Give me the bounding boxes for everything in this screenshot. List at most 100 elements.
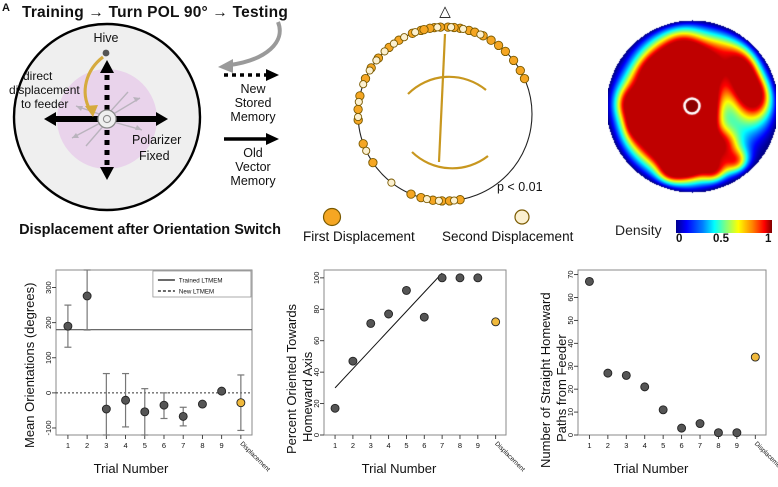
circular-point-second — [411, 28, 420, 37]
circular-point-second — [433, 23, 442, 32]
cc-plot-xtick: 3 — [624, 441, 628, 450]
ca-plot-error-bar — [102, 372, 110, 436]
density-heatmap-canvas — [608, 8, 776, 213]
chart-straight-paths: 0 10 20 30 40 50 60 70 1 2 3 4 5 6 7 8 9 Displacement Num… — [524, 256, 778, 487]
cb-plot-xtick-displacement: Displacement — [493, 440, 526, 473]
colorbar-tick-0: 0 — [676, 233, 683, 245]
cc-plot-xtick: 4 — [643, 441, 647, 450]
mean-vector — [407, 33, 489, 170]
cc-plot-ytick: 0 — [566, 433, 575, 437]
ca-plot-ytick: 0 — [44, 391, 53, 395]
hive-dot — [102, 49, 110, 57]
ca-plot-data-point — [197, 399, 207, 409]
cc-plot-data-point — [750, 352, 760, 362]
circular-point-second — [380, 47, 389, 56]
cb-plot-xtick: 9 — [476, 441, 480, 450]
ca-plot-data-point — [236, 398, 246, 408]
cb-plot-data-point — [348, 356, 358, 366]
ca-plot-data-point — [140, 407, 150, 417]
circular-point-first — [508, 55, 519, 66]
cb-plot-ytick: 40 — [312, 368, 321, 376]
dotted-arrow-icon — [224, 69, 279, 81]
hive-label: Hive — [93, 31, 118, 45]
cb-plot-ytick: 0 — [312, 433, 321, 437]
cc-plot-data-point — [621, 370, 631, 380]
circular-point-first — [419, 24, 429, 35]
cc-plot-data-point — [677, 423, 687, 433]
cc-plot-ytick: 20 — [566, 385, 575, 393]
ca-plot-xtick: 1 — [66, 441, 70, 450]
old-memory-label: Old Vector Memory — [230, 146, 276, 188]
cc-plot-xtick: 6 — [679, 441, 683, 450]
cb-plot-data-point — [437, 273, 447, 283]
ca-plot-data-point — [159, 400, 169, 410]
cb-plot-data-point — [419, 312, 429, 322]
circular-point-first — [358, 139, 368, 149]
legend-label-second-displacement: Second Displacement — [442, 229, 574, 244]
circular-point-second — [422, 195, 431, 204]
ca-plot-legend-box — [152, 270, 252, 298]
ca-plot-legend-label: Trained LTMEM — [179, 278, 223, 285]
circular-point-second — [447, 23, 456, 32]
cc-plot-ytick: 60 — [566, 293, 575, 301]
polarizer-label: Polarizer — [132, 133, 181, 147]
svg-text:to feeder: to feeder — [21, 97, 68, 111]
cb-plot-data-point — [384, 309, 394, 319]
ca-plot-xtick: 9 — [220, 441, 224, 450]
cb-plot-data-point — [330, 403, 340, 413]
cc-plot-xtick: 9 — [735, 441, 739, 450]
chart-b-ylabel-line1: Percent Oriented Towards — [284, 303, 299, 454]
circular-point-second — [476, 30, 485, 39]
circular-point-second — [389, 39, 398, 48]
cb-plot-xtick: 2 — [351, 441, 355, 450]
circular-point-first — [368, 157, 378, 168]
chart-a-ylabel: Mean Orientations (degrees) — [22, 282, 37, 448]
circular-point-first — [515, 65, 525, 76]
cb-plot-xtick: 4 — [387, 441, 391, 450]
old-vector-arrows — [44, 112, 168, 126]
cc-plot-ytick: 30 — [566, 362, 575, 370]
chart-a-xlabel: Trial Number — [93, 461, 169, 476]
cc-plot-data-point — [584, 277, 594, 286]
colorbar-tick-1: 1 — [765, 233, 772, 245]
arena-title: Displacement after Orientation Switch — [19, 222, 281, 238]
testing-curved-arrow — [218, 21, 282, 73]
svg-text:Fixed: Fixed — [139, 149, 170, 163]
colorbar-tick-mid: 0.5 — [713, 233, 729, 245]
ca-plot-xtick: 3 — [104, 441, 108, 450]
p-value-label: p < 0.01 — [497, 180, 543, 194]
new-memory-arrows — [100, 60, 114, 180]
cb-plot-xtick: 7 — [440, 441, 444, 450]
cb-plot-data-point — [491, 317, 501, 327]
circular-point-second — [354, 112, 363, 122]
ca-plot-ytick: 100 — [44, 352, 53, 365]
ca-plot-xtick: 7 — [181, 441, 185, 450]
cc-plot-data-point — [732, 428, 742, 438]
cc-plot-xtick: 2 — [606, 441, 610, 450]
circular-point-first — [486, 35, 496, 45]
cb-plot-data-point — [473, 273, 483, 283]
svg-text:displacement: displacement — [9, 83, 80, 97]
chart-c-xlabel: Trial Number — [613, 461, 689, 476]
chart-c-ylabel-line2: Paths from Feeder — [554, 334, 569, 442]
cb-plot-trendline — [334, 272, 443, 389]
new-memory-label: New Stored Memory — [230, 82, 276, 124]
cb-plot-data-point — [455, 273, 465, 283]
cb-plot-ytick: 20 — [312, 399, 321, 407]
cc-plot-xtick: 1 — [587, 441, 591, 450]
cc-plot-data-point — [695, 419, 705, 428]
cb-plot-xtick: 5 — [404, 441, 408, 450]
ca-plot-xtick: 6 — [162, 441, 166, 450]
arena-diagram: Hive direct displacement to feeder Polar… — [6, 20, 221, 215]
circular-point-second — [354, 97, 363, 106]
chart-b-xlabel: Trial Number — [361, 461, 437, 476]
circular-point-first — [519, 73, 530, 84]
cb-plot-xtick: 8 — [458, 441, 462, 450]
cc-plot-data-point — [640, 382, 650, 392]
ca-plot-ytick: 200 — [44, 316, 53, 329]
new-stored-memory-block: New Stored Memory — [222, 68, 284, 124]
cb-plot-xtick: 1 — [333, 441, 337, 450]
circular-point-first — [500, 46, 511, 57]
chart-c-ylabel-line1: Number of Straight Homeward — [538, 292, 553, 468]
